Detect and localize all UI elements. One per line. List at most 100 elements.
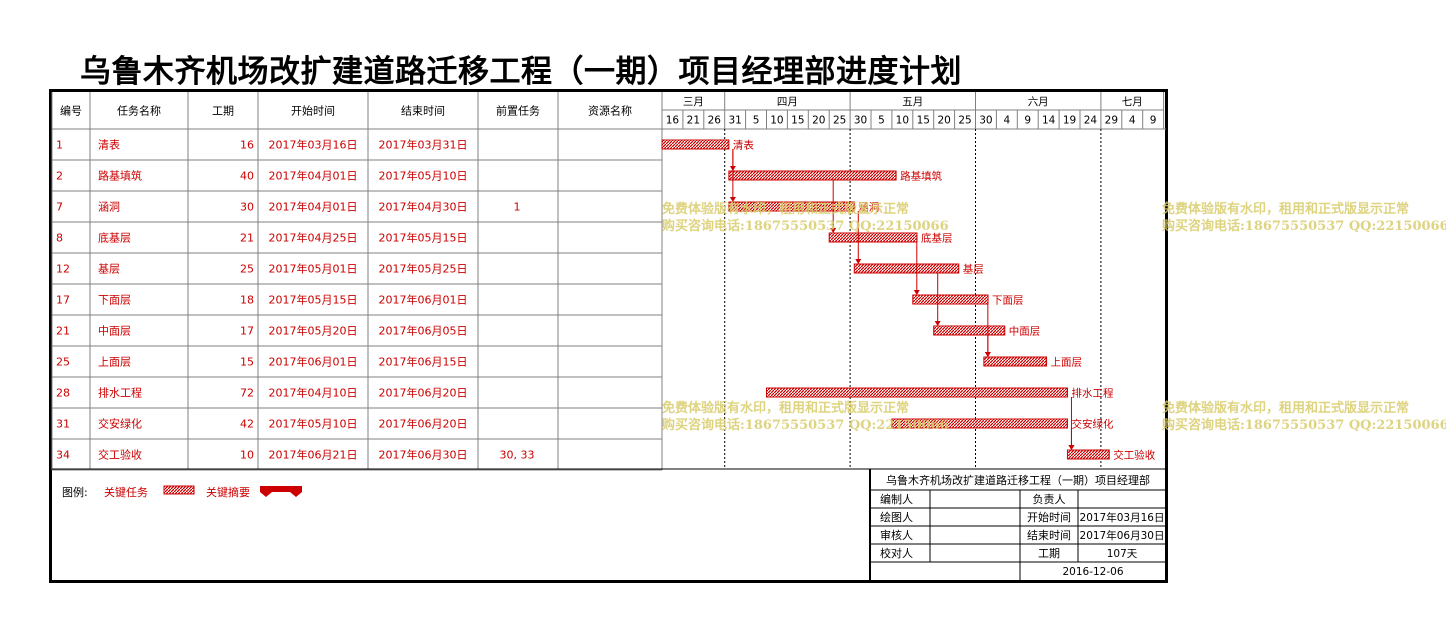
task-end: 2017年06月20日 (379, 386, 468, 400)
month-label: 六月 (1028, 96, 1049, 108)
task-name: 清表 (98, 138, 120, 152)
watermark-4: 免费体验版有水印，租用和正式版显示正常 购买咨询电话:18675550537 QQ… (1162, 401, 1446, 433)
gantt-bar-label: 清表 (733, 139, 754, 152)
task-duration: 21 (240, 232, 254, 245)
task-predecessor: 1 (514, 201, 521, 214)
column-header: 资源名称 (588, 104, 632, 118)
task-name: 中面层 (98, 325, 131, 338)
day-tick-label: 29 (1105, 115, 1118, 127)
info-key: 负责人 (1033, 492, 1066, 506)
legend-critical-summary-swatch (260, 486, 302, 497)
day-tick-label: 21 (687, 115, 700, 127)
task-start: 2017年04月01日 (269, 169, 358, 183)
task-start: 2017年06月21日 (269, 448, 358, 462)
gantt-bar (933, 325, 1006, 336)
gantt-bar (1066, 449, 1110, 460)
info-value: 2017年03月16日 (1080, 511, 1165, 524)
info-key: 编制人 (880, 492, 913, 506)
info-key: 开始时间 (1027, 510, 1071, 524)
day-tick-label: 14 (1042, 115, 1056, 127)
day-tick-label: 10 (770, 115, 783, 127)
legend-critical-task-swatch (163, 485, 195, 495)
gantt-bar-label: 中面层 (1009, 325, 1041, 338)
info-value: 107天 (1107, 548, 1138, 560)
column-header: 任务名称 (117, 104, 161, 118)
gantt-bar-label: 下面层 (992, 295, 1024, 307)
day-tick-label: 20 (937, 115, 950, 127)
day-tick-label: 10 (896, 115, 909, 127)
gantt-bar (853, 263, 960, 274)
watermark-3: 免费体验版有水印，租用和正式版显示正常 购买咨询电话:18675550537 QQ… (662, 401, 949, 433)
task-duration: 18 (240, 294, 254, 307)
info-key: 结束时间 (1027, 529, 1071, 542)
day-tick-label: 4 (1004, 115, 1011, 127)
task-duration: 16 (240, 139, 254, 152)
legend-label: 图例: (62, 486, 88, 499)
page-title: 乌鲁木齐机场改扩建道路迁移工程（一期）项目经理部进度计划 (80, 54, 962, 90)
column-header: 结束时间 (401, 105, 445, 118)
gantt-bar-label: 上面层 (1051, 357, 1083, 369)
dependency-arrowhead (1068, 445, 1075, 450)
task-duration: 10 (240, 449, 254, 462)
day-tick-label: 9 (1150, 115, 1157, 127)
day-tick-label: 30 (979, 115, 992, 127)
task-end: 2017年05月25日 (379, 262, 468, 276)
task-id: 17 (56, 294, 70, 307)
task-id: 31 (56, 418, 70, 431)
gantt-bar (828, 232, 918, 243)
legend-critical-summary: 关键摘要 (206, 486, 250, 499)
day-tick-label: 5 (878, 115, 885, 127)
day-tick-label: 26 (708, 115, 722, 127)
dependency-arrowhead (729, 197, 736, 202)
task-id: 21 (56, 325, 70, 338)
task-end: 2017年04月30日 (379, 200, 468, 214)
column-header: 工期 (212, 105, 234, 118)
task-end: 2017年06月20日 (379, 417, 468, 431)
task-id: 8 (56, 232, 63, 245)
day-tick-label: 25 (958, 115, 971, 127)
task-duration: 72 (240, 387, 254, 400)
day-tick-label: 5 (753, 115, 760, 127)
gantt-bar-label: 底基层 (921, 232, 953, 245)
task-id: 7 (56, 201, 63, 214)
legend-critical-task: 关键任务 (104, 486, 148, 499)
task-duration: 30 (240, 201, 254, 214)
task-end: 2017年05月15日 (379, 231, 468, 245)
task-start: 2017年05月15日 (269, 293, 358, 307)
task-duration: 25 (240, 263, 254, 276)
day-tick-label: 19 (1063, 115, 1076, 127)
task-start: 2017年05月10日 (269, 417, 358, 431)
dependency-arrowhead (984, 352, 991, 357)
watermark-1: 免费体验版有水印，租用和正式版显示正常 购买咨询电话:18675550537 QQ… (662, 202, 949, 234)
dependency-arrowhead (830, 228, 837, 233)
task-id: 25 (56, 356, 70, 369)
day-tick-label: 15 (917, 115, 930, 127)
day-tick-label: 15 (791, 115, 804, 127)
task-name: 交工验收 (98, 448, 142, 462)
day-tick-label: 20 (812, 115, 825, 127)
gantt-bar-label: 路基填筑 (900, 170, 942, 183)
gantt-bar-label: 交工验收 (1113, 449, 1155, 462)
gantt-bar (766, 387, 1068, 398)
task-end: 2017年05月10日 (379, 169, 468, 183)
task-id: 12 (56, 263, 70, 276)
info-block-title: 乌鲁木齐机场改扩建道路迁移工程（一期）项目经理部 (886, 473, 1150, 487)
gantt-bar-label: 交安绿化 (1071, 418, 1113, 431)
info-date: 2016-12-06 (1062, 566, 1123, 578)
month-label: 三月 (683, 96, 704, 108)
task-start: 2017年04月01日 (269, 200, 358, 214)
task-name: 基层 (98, 263, 120, 276)
task-name: 涵洞 (98, 200, 120, 214)
task-duration: 42 (240, 418, 254, 431)
day-tick-label: 4 (1129, 115, 1136, 127)
task-duration: 40 (240, 170, 254, 183)
task-predecessor: 30, 33 (500, 449, 535, 462)
gantt-bar (728, 170, 897, 181)
gantt-bar (661, 139, 730, 150)
task-end: 2017年06月01日 (379, 293, 468, 307)
gantt-bar-label: 涵洞 (858, 201, 879, 214)
chart-frame (49, 89, 1168, 583)
month-label: 七月 (1122, 96, 1143, 108)
task-name: 底基层 (98, 231, 131, 245)
gantt-bar (912, 294, 989, 305)
